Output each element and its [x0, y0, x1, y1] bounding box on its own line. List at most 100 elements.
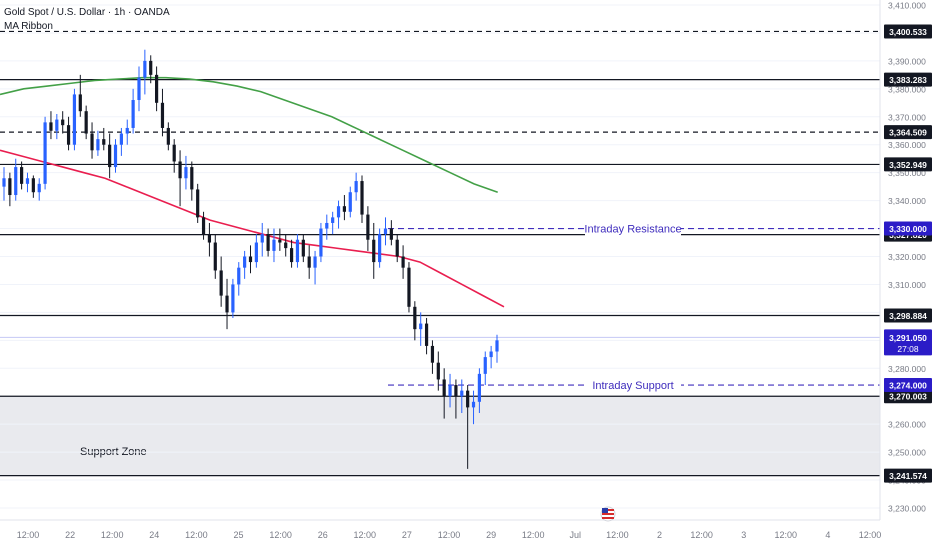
- candle-body[interactable]: [401, 256, 405, 268]
- candle-body[interactable]: [172, 144, 176, 162]
- candle-body[interactable]: [178, 161, 182, 179]
- candle-body[interactable]: [137, 77, 141, 101]
- candle-body[interactable]: [219, 270, 223, 296]
- time-tick-label: 12:00: [690, 530, 713, 540]
- candle-body[interactable]: [489, 351, 493, 358]
- candle-body[interactable]: [31, 178, 35, 193]
- candle-body[interactable]: [483, 357, 487, 374]
- candle-body[interactable]: [243, 256, 247, 268]
- candle-body[interactable]: [84, 111, 88, 134]
- candle-body[interactable]: [190, 167, 194, 190]
- candle-body[interactable]: [413, 306, 417, 330]
- candle-body[interactable]: [149, 60, 153, 75]
- candle-body[interactable]: [307, 256, 311, 268]
- candle-body[interactable]: [125, 127, 129, 134]
- candle-body[interactable]: [108, 144, 112, 168]
- candle-body[interactable]: [460, 390, 464, 397]
- candle-body[interactable]: [160, 102, 165, 128]
- candle-body[interactable]: [66, 125, 71, 145]
- candle-body[interactable]: [90, 133, 94, 151]
- price-tick-label: 3,410.000: [888, 1, 926, 11]
- candle-body[interactable]: [454, 385, 458, 397]
- candle-body[interactable]: [72, 94, 77, 145]
- candle-body[interactable]: [495, 340, 499, 352]
- candle-body[interactable]: [477, 373, 481, 402]
- intraday-price-label: 3,274.000: [889, 381, 927, 391]
- time-tick-label: 12:00: [859, 530, 882, 540]
- candle-body[interactable]: [378, 234, 382, 263]
- candle-body[interactable]: [289, 248, 294, 263]
- candle-body[interactable]: [231, 284, 235, 313]
- candle-body[interactable]: [360, 181, 364, 215]
- candle-body[interactable]: [20, 167, 24, 184]
- candle-body[interactable]: [336, 206, 341, 218]
- candle-body[interactable]: [14, 167, 18, 196]
- symbol-title[interactable]: Gold Spot / U.S. Dollar · 1h · OANDA: [4, 7, 170, 18]
- level-price-label-box: [884, 308, 932, 323]
- candle-body[interactable]: [331, 217, 335, 223]
- candle-body[interactable]: [78, 94, 82, 112]
- candle-body[interactable]: [43, 122, 47, 184]
- candle-body[interactable]: [301, 239, 305, 257]
- candle-body[interactable]: [325, 222, 329, 229]
- candle-body[interactable]: [102, 139, 106, 145]
- candle-body[interactable]: [389, 228, 393, 240]
- indicator-label[interactable]: MA Ribbon: [4, 21, 53, 32]
- candle-body[interactable]: [225, 295, 229, 313]
- level-price-label: 3,270.003: [889, 392, 927, 402]
- candle-body[interactable]: [131, 100, 135, 128]
- candle-body[interactable]: [213, 242, 217, 271]
- candle-body[interactable]: [96, 139, 100, 151]
- candle-body[interactable]: [61, 119, 65, 126]
- candle-body[interactable]: [166, 127, 170, 145]
- candle-body[interactable]: [471, 401, 476, 408]
- candle-body[interactable]: [424, 323, 429, 346]
- candle-body[interactable]: [430, 345, 435, 363]
- candle-body[interactable]: [407, 267, 411, 307]
- candle-body[interactable]: [448, 385, 452, 397]
- candle-body[interactable]: [342, 206, 347, 212]
- candle-body[interactable]: [207, 234, 212, 243]
- candle-body[interactable]: [372, 239, 376, 263]
- candle-body[interactable]: [436, 362, 440, 380]
- candle-body[interactable]: [313, 256, 317, 268]
- candle-body[interactable]: [260, 234, 264, 243]
- candle-body[interactable]: [366, 214, 370, 240]
- candle-body[interactable]: [237, 267, 241, 285]
- candle-body[interactable]: [319, 228, 323, 257]
- candle-body[interactable]: [266, 234, 270, 251]
- candle-body[interactable]: [272, 239, 276, 251]
- candle-body[interactable]: [2, 178, 6, 187]
- candle-body[interactable]: [278, 239, 282, 243]
- candle-body[interactable]: [201, 217, 206, 235]
- candle-body[interactable]: [395, 239, 399, 257]
- candle-body[interactable]: [254, 242, 258, 263]
- candle-body[interactable]: [442, 379, 446, 397]
- candle-body[interactable]: [113, 144, 118, 168]
- candle-body[interactable]: [143, 60, 147, 78]
- price-tick-label: 3,320.000: [888, 252, 926, 262]
- candle-body[interactable]: [348, 192, 352, 212]
- candle-body[interactable]: [49, 122, 53, 131]
- candle-body[interactable]: [55, 119, 59, 131]
- price-tick-label: 3,390.000: [888, 56, 926, 66]
- candle-body[interactable]: [295, 239, 300, 263]
- candle-body[interactable]: [119, 133, 123, 145]
- candle-body[interactable]: [196, 189, 200, 218]
- current-price-box: [884, 329, 932, 356]
- us-flag-icon[interactable]: [600, 506, 616, 522]
- intraday-label-bg: [585, 221, 681, 236]
- candle-body[interactable]: [419, 323, 423, 330]
- candle-body[interactable]: [37, 183, 41, 193]
- candle-body[interactable]: [184, 167, 188, 179]
- candle-body[interactable]: [8, 178, 12, 196]
- candle-body[interactable]: [248, 256, 253, 263]
- candle-body[interactable]: [284, 242, 288, 249]
- candle-body[interactable]: [354, 181, 358, 193]
- candle-body[interactable]: [25, 178, 30, 184]
- candle-body[interactable]: [154, 74, 159, 103]
- candle-body[interactable]: [466, 390, 470, 408]
- level-price-label-box: [884, 24, 932, 39]
- candle-body[interactable]: [383, 228, 388, 235]
